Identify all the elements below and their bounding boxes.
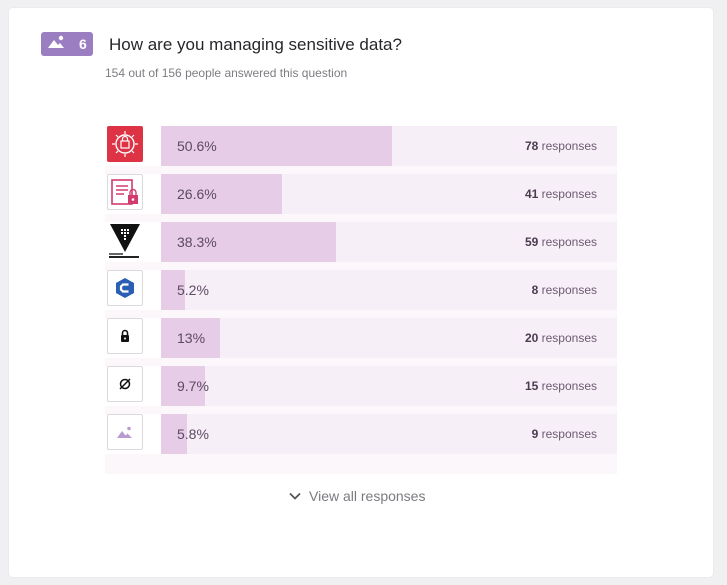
question-title: How are you managing sensitive data? — [109, 35, 402, 54]
answer-bar: 5.2% 8 responses — [161, 270, 617, 310]
question-number: 6 — [79, 36, 87, 52]
answer-percent: 9.7% — [177, 378, 209, 394]
answer-row: 5.2% 8 responses — [105, 270, 617, 310]
answer-percent: 50.6% — [177, 138, 217, 154]
answer-bar: 5.8% 9 responses — [161, 414, 617, 454]
answer-percent: 26.6% — [177, 186, 217, 202]
answer-row: 5.8% 9 responses — [105, 414, 617, 454]
answer-row: 13% 20 responses — [105, 318, 617, 358]
response-count-number: 20 — [524, 331, 539, 345]
answer-response-count: 59 responses — [524, 235, 597, 249]
answer-row: 26.6% 41 responses — [105, 174, 617, 214]
response-count-number: 8 — [531, 283, 539, 297]
question-number-badge: 6 — [41, 32, 93, 56]
answer-response-count: 41 responses — [524, 187, 597, 201]
question-card: 6 How are you managing sensitive data? 1… — [9, 8, 713, 577]
response-count-number: 9 — [531, 427, 539, 441]
image-icon — [47, 34, 67, 55]
answer-bar-fill — [161, 414, 188, 454]
red-vault-logo-icon — [107, 126, 143, 162]
response-count-number: 78 — [524, 139, 539, 153]
answer-bar-fill — [161, 126, 392, 166]
answer-response-count: 78 responses — [524, 139, 597, 153]
view-all-responses-button[interactable]: View all responses — [289, 488, 425, 504]
response-count-number: 41 — [524, 187, 539, 201]
view-all-label: View all responses — [309, 488, 426, 504]
answer-bar-fill — [161, 366, 206, 406]
answer-thumbnail — [107, 222, 143, 258]
answer-bar: 9.7% 15 responses — [161, 366, 617, 406]
black-triangle-vault-logo-icon — [107, 222, 143, 258]
answer-row: 50.6% 78 responses — [105, 126, 617, 166]
answer-bar: 26.6% 41 responses — [161, 174, 617, 214]
answers-list: 50.6% 78 responses 26.6% 41 responses 38.3… — [105, 126, 617, 474]
answer-thumbnail — [107, 174, 143, 210]
response-count-number: 59 — [524, 235, 539, 249]
answer-thumbnail — [107, 126, 143, 162]
answer-thumbnail — [107, 414, 143, 450]
answer-bar-fill — [161, 222, 336, 262]
answer-bar: 50.6% 78 responses — [161, 126, 617, 166]
circle-slash-icon — [117, 376, 133, 392]
answer-row: 9.7% 15 responses — [105, 366, 617, 406]
answer-bar-fill — [161, 318, 221, 358]
answer-bar: 38.3% 59 responses — [161, 222, 617, 262]
image-placeholder-icon — [116, 425, 134, 439]
answer-percent: 13% — [177, 330, 206, 346]
answer-percent: 38.3% — [177, 234, 217, 250]
locked-document-pink-icon — [108, 175, 142, 209]
question-subtitle: 154 out of 156 people answered this ques… — [105, 66, 348, 80]
padlock-icon — [117, 328, 133, 344]
answer-thumbnail — [107, 366, 143, 402]
response-count-number: 15 — [524, 379, 539, 393]
answer-response-count: 9 responses — [531, 427, 597, 441]
answer-row: 38.3% 59 responses — [105, 222, 617, 262]
answer-bar-fill — [161, 174, 283, 214]
answer-thumbnail — [107, 270, 143, 306]
answer-thumbnail — [107, 318, 143, 354]
answer-response-count: 20 responses — [524, 331, 597, 345]
answer-percent: 5.2% — [177, 282, 209, 298]
answer-percent: 5.8% — [177, 426, 209, 442]
answer-bar: 13% 20 responses — [161, 318, 617, 358]
answer-response-count: 15 responses — [524, 379, 597, 393]
blue-c-logo-icon — [113, 276, 137, 300]
answer-response-count: 8 responses — [531, 283, 597, 297]
answer-bar-fill — [161, 270, 185, 310]
chevron-down-icon — [289, 492, 301, 500]
